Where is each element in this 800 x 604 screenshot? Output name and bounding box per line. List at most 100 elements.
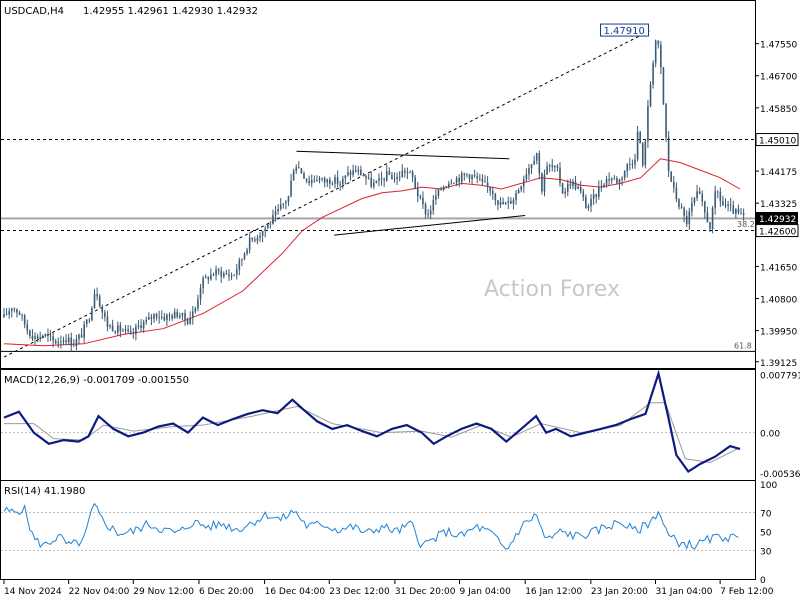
candle-body xyxy=(727,204,729,206)
fib-61-8-label: 61.8 xyxy=(734,341,752,350)
candle-body xyxy=(191,311,194,318)
candle-body xyxy=(246,249,248,254)
candle-body xyxy=(96,294,98,297)
x-tick-label: 9 Jan 04:00 xyxy=(460,587,512,597)
candle-body xyxy=(647,106,649,142)
candle-body xyxy=(512,200,515,204)
candle-body xyxy=(326,179,329,183)
candle-body xyxy=(546,166,548,175)
candle-body xyxy=(313,180,316,181)
candle-body xyxy=(49,335,52,337)
candle-body xyxy=(711,207,714,230)
candle-body xyxy=(204,276,207,279)
x-tick-label: 23 Dec 12:00 xyxy=(329,587,390,597)
candle-body xyxy=(158,317,160,319)
candle-body xyxy=(473,175,476,177)
candle-body xyxy=(124,329,127,331)
candle-body xyxy=(608,179,610,181)
candle-body xyxy=(427,214,429,215)
candle-body xyxy=(574,181,577,189)
candle-body xyxy=(654,40,657,64)
candle-body xyxy=(80,334,83,338)
candle-body xyxy=(3,314,5,318)
candle-body xyxy=(528,167,530,175)
candle-body xyxy=(422,197,424,205)
candle-body xyxy=(520,186,523,190)
candle-body xyxy=(416,187,419,197)
fib-38-2-label: 38.2 xyxy=(737,220,755,229)
candle-body xyxy=(623,171,626,178)
candle-body xyxy=(396,176,398,180)
candle-body xyxy=(680,207,683,209)
candle-body xyxy=(517,189,520,194)
candle-body xyxy=(522,179,525,187)
candle-body xyxy=(310,180,313,184)
candle-body xyxy=(352,170,354,175)
candle-body xyxy=(724,204,727,206)
candle-body xyxy=(334,177,336,184)
candle-body xyxy=(445,186,448,188)
candle-body xyxy=(530,164,533,168)
candle-body xyxy=(375,180,378,183)
candle-body xyxy=(672,181,675,188)
resistance-tag xyxy=(755,133,799,147)
candle-body xyxy=(468,174,471,179)
candle-body xyxy=(31,335,34,339)
macd-y-tick-label: -0.005367 xyxy=(760,470,800,480)
candle-body xyxy=(629,163,631,165)
watermark: Action Forex xyxy=(484,277,620,302)
candle-body xyxy=(251,237,254,240)
candle-body xyxy=(592,194,595,199)
candle-body xyxy=(207,276,210,280)
candle-body xyxy=(225,273,228,275)
candle-body xyxy=(621,177,623,180)
candle-body xyxy=(660,44,662,68)
candle-body xyxy=(458,178,460,182)
candle-body xyxy=(569,184,572,186)
candle-body xyxy=(329,179,331,184)
candle-body xyxy=(285,201,287,204)
candle-body xyxy=(163,317,166,321)
candle-body xyxy=(551,165,554,168)
candle-body xyxy=(409,171,411,173)
candle-body xyxy=(67,337,70,343)
candle-body xyxy=(502,201,504,205)
candle-body xyxy=(153,313,155,319)
x-tick-label: 31 Dec 20:00 xyxy=(395,587,456,597)
candle-body xyxy=(78,334,80,340)
candle-body xyxy=(432,199,435,211)
candle-body xyxy=(626,164,629,172)
candle-body xyxy=(696,191,698,199)
candle-body xyxy=(701,194,704,202)
candle-body xyxy=(287,196,290,202)
candle-body xyxy=(437,188,440,196)
candle-body xyxy=(73,345,75,347)
candle-body xyxy=(202,278,204,288)
candle-body xyxy=(26,324,29,331)
rsi-y-tick-label: 30 xyxy=(760,548,772,558)
rsi-header: RSI(14) 41.1980 xyxy=(4,486,85,497)
candle-body xyxy=(460,173,463,182)
candle-body xyxy=(740,212,742,214)
candle-body xyxy=(631,163,634,165)
x-tick-label: 7 Feb 12:00 xyxy=(720,587,774,597)
candle-body xyxy=(34,336,36,339)
candle-body xyxy=(605,179,608,185)
candle-body xyxy=(590,198,592,207)
candle-body xyxy=(85,319,88,325)
rsi-y-tick-label: 100 xyxy=(760,481,777,491)
candle-body xyxy=(419,196,422,198)
candle-body xyxy=(357,169,360,172)
rsi-line xyxy=(3,502,739,550)
candle-body xyxy=(197,299,199,309)
candle-body xyxy=(597,187,600,198)
candle-body xyxy=(675,187,678,200)
candle-body xyxy=(93,294,96,309)
candle-body xyxy=(709,222,711,230)
candle-body xyxy=(235,269,238,275)
candle-body xyxy=(109,325,111,327)
candle-body xyxy=(106,316,109,327)
candle-body xyxy=(65,340,67,343)
